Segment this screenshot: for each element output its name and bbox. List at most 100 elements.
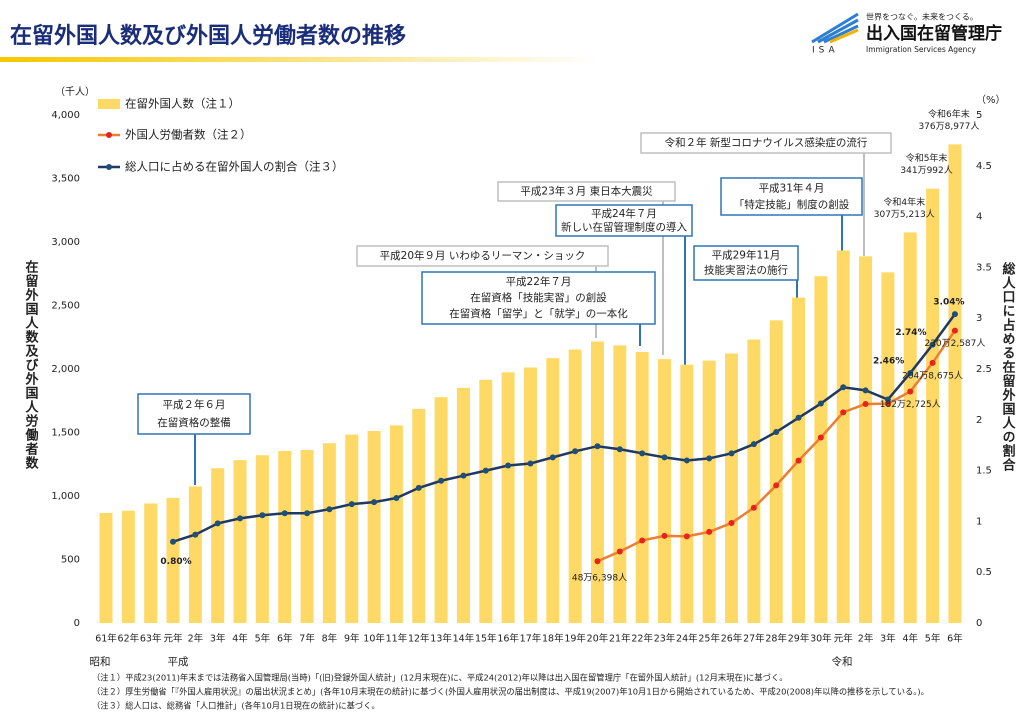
legend-item: 外国人労働者数（注２） xyxy=(98,128,252,142)
x-tick-label: 29年 xyxy=(788,633,810,645)
marker xyxy=(795,457,802,464)
bar-value-label: 令和4年末 xyxy=(883,196,925,208)
callout: 令和２年 新型コロナウイルス感染症の流行 xyxy=(640,132,892,256)
legend-label: 在留外国人数（注１） xyxy=(125,97,240,111)
x-tick-label: 62年 xyxy=(118,633,140,645)
callout-text: 平成29年11月 xyxy=(712,249,781,262)
x-tick-label: 13年 xyxy=(430,633,452,645)
marker xyxy=(371,499,378,506)
logo-agency-en: Immigration Services Agency xyxy=(866,45,976,54)
callout-box xyxy=(693,245,799,281)
marker xyxy=(750,504,757,511)
page-title: 在留外国人数及び外国人労働者数の推移 xyxy=(10,23,406,49)
callout-text: 平成20年９月 いわゆるリーマン・ショック xyxy=(380,249,586,262)
legend-item: 総人口に占める在留外国人の割合（注３） xyxy=(98,160,344,174)
marker xyxy=(951,327,958,334)
x-tick-label: 5年 xyxy=(255,633,271,645)
legend-item: 在留外国人数（注１） xyxy=(98,97,240,111)
bar xyxy=(590,341,604,623)
marker xyxy=(237,515,244,522)
callout-box xyxy=(497,181,676,202)
marker xyxy=(795,414,802,421)
marker xyxy=(817,400,824,407)
y-axis-title: 在留外国人数及び外国人労働者数 xyxy=(23,259,40,470)
x-tick-label: 27年 xyxy=(743,633,765,645)
bar xyxy=(523,367,537,623)
x-tick-label: 4年 xyxy=(232,633,248,645)
bar xyxy=(747,339,761,623)
marker xyxy=(639,537,646,544)
bar xyxy=(926,188,940,623)
footnote: （注３）総人口は、総務省「人口推計」(各年10月1日現在の統計)に基づく。 xyxy=(92,701,380,711)
x-tick-label: 3年 xyxy=(210,633,226,645)
marker xyxy=(438,477,445,484)
x-tick-label: 元年 xyxy=(164,633,184,645)
ratio-value-label: 0.80% xyxy=(160,557,191,567)
title-underline xyxy=(0,57,600,62)
bar-value-label: 307万5,213人 xyxy=(874,209,935,220)
marker xyxy=(750,441,757,448)
callout-text: 技能実習法の施行 xyxy=(704,264,788,277)
marker xyxy=(817,434,824,441)
y-tick-label: 1,500 xyxy=(51,428,80,439)
y2-tick-label: 0 xyxy=(976,618,982,629)
y-tick-label: 2,500 xyxy=(51,301,80,312)
marker xyxy=(348,501,355,508)
y2-tick-label: 2 xyxy=(976,415,982,426)
bar xyxy=(144,503,158,623)
callout-text: 在留資格の整備 xyxy=(157,416,231,429)
logo-agency: 出入国在留管理庁 xyxy=(866,23,1002,44)
marker xyxy=(683,457,690,464)
x-tick-label: 12年 xyxy=(408,633,430,645)
footnote: （注１）平成23(2011)年末までは法務省入国管理局(当時)「(旧)登録外国人… xyxy=(92,673,788,683)
x-tick-label: 9年 xyxy=(344,633,360,645)
legend-label: 総人口に占める在留外国人の割合（注３） xyxy=(125,160,344,174)
marker xyxy=(706,455,713,462)
y2-tick-label: 3.5 xyxy=(976,262,992,273)
x-tick-label: 30年 xyxy=(810,633,832,645)
callout-box xyxy=(640,132,892,154)
bar xyxy=(814,276,828,623)
bar xyxy=(948,144,962,624)
x-tick-label: 24年 xyxy=(676,633,698,645)
y2-tick-label: 1.5 xyxy=(976,466,992,477)
x-tick-label: 21年 xyxy=(609,633,631,645)
callout-text: 平成２年６月 xyxy=(163,398,226,411)
y-tick-label: 500 xyxy=(61,555,80,566)
callout: 平成31年４月「特定技能」制度の創設 xyxy=(720,177,863,252)
x-tick-label: 2年 xyxy=(858,633,874,645)
marker xyxy=(840,384,847,391)
bar xyxy=(859,256,873,623)
legend-marker xyxy=(106,164,112,170)
marker xyxy=(639,450,646,457)
x-tick-label: 15年 xyxy=(475,633,497,645)
bar xyxy=(546,358,560,623)
x-tick-label: 3年 xyxy=(880,633,896,645)
y2-tick-label: 4 xyxy=(976,212,982,223)
marker xyxy=(594,558,601,565)
worker-value-label: 48万6,398人 xyxy=(572,573,627,584)
x-tick-label: 7年 xyxy=(299,633,315,645)
marker xyxy=(527,460,534,467)
worker-value-label: 204万8,675人 xyxy=(902,370,963,381)
y-tick-label: 0 xyxy=(74,618,80,629)
marker xyxy=(661,454,668,461)
callout-text: 平成22年７月 xyxy=(506,275,572,288)
callout-box xyxy=(720,177,863,216)
bar xyxy=(278,451,292,623)
legend-label: 外国人労働者数（注２） xyxy=(125,128,252,142)
x-tick-label: 61年 xyxy=(95,633,117,645)
marker xyxy=(170,538,177,545)
y2-tick-label: 1 xyxy=(976,516,982,527)
marker xyxy=(393,495,400,502)
bar xyxy=(680,364,694,623)
bar-value-label: 341万992人 xyxy=(900,165,952,176)
x-tick-label: 23年 xyxy=(654,633,676,645)
x-tick-label: 28年 xyxy=(765,633,787,645)
marker xyxy=(683,533,690,540)
marker xyxy=(616,446,623,453)
